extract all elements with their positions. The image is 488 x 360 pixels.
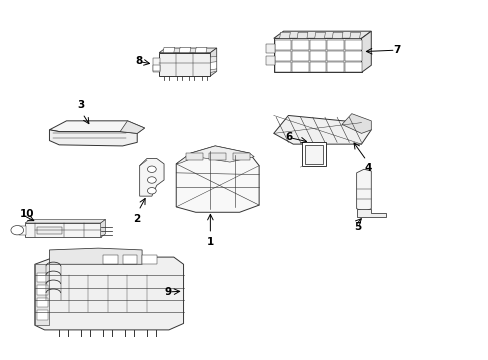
- Polygon shape: [292, 40, 308, 50]
- Polygon shape: [232, 153, 249, 160]
- Text: 7: 7: [392, 45, 400, 55]
- Polygon shape: [209, 153, 226, 160]
- Polygon shape: [37, 298, 47, 307]
- Polygon shape: [344, 40, 361, 50]
- Polygon shape: [331, 32, 342, 39]
- Polygon shape: [327, 62, 343, 72]
- Text: 2: 2: [133, 214, 140, 224]
- Text: 4: 4: [364, 163, 371, 174]
- Polygon shape: [25, 223, 101, 237]
- Polygon shape: [361, 31, 370, 72]
- Circle shape: [11, 226, 23, 235]
- Polygon shape: [292, 62, 308, 72]
- Polygon shape: [273, 116, 370, 144]
- Polygon shape: [314, 32, 325, 39]
- Polygon shape: [120, 121, 144, 134]
- Polygon shape: [35, 257, 183, 330]
- Polygon shape: [37, 226, 61, 234]
- Polygon shape: [19, 226, 26, 234]
- Polygon shape: [142, 255, 157, 264]
- Polygon shape: [153, 65, 160, 71]
- Polygon shape: [210, 62, 216, 70]
- Circle shape: [147, 166, 156, 172]
- Polygon shape: [210, 48, 216, 76]
- Polygon shape: [163, 47, 174, 53]
- Polygon shape: [341, 114, 370, 134]
- Polygon shape: [103, 255, 118, 264]
- Polygon shape: [153, 58, 160, 72]
- Polygon shape: [274, 51, 291, 61]
- Polygon shape: [305, 145, 322, 163]
- Polygon shape: [266, 44, 274, 53]
- Text: 10: 10: [20, 209, 35, 219]
- Polygon shape: [273, 31, 370, 39]
- Polygon shape: [309, 62, 326, 72]
- Polygon shape: [356, 209, 385, 217]
- Polygon shape: [140, 158, 163, 196]
- Polygon shape: [37, 310, 47, 320]
- Polygon shape: [309, 51, 326, 61]
- Polygon shape: [266, 56, 274, 65]
- Text: 8: 8: [135, 56, 142, 66]
- Polygon shape: [37, 273, 47, 282]
- Polygon shape: [210, 56, 216, 72]
- Polygon shape: [176, 146, 254, 164]
- Text: 5: 5: [353, 222, 361, 232]
- Polygon shape: [179, 47, 190, 53]
- Polygon shape: [356, 169, 370, 212]
- Polygon shape: [122, 255, 137, 264]
- Circle shape: [147, 188, 156, 194]
- Text: 6: 6: [285, 132, 292, 141]
- Polygon shape: [297, 32, 307, 39]
- Polygon shape: [185, 153, 203, 160]
- Polygon shape: [301, 142, 326, 166]
- Polygon shape: [159, 53, 210, 76]
- Polygon shape: [344, 51, 361, 61]
- Polygon shape: [195, 47, 206, 53]
- Polygon shape: [25, 220, 105, 223]
- Circle shape: [147, 177, 156, 183]
- Text: 3: 3: [77, 100, 84, 111]
- Polygon shape: [176, 146, 259, 212]
- Polygon shape: [292, 51, 308, 61]
- Polygon shape: [349, 32, 360, 39]
- Polygon shape: [49, 121, 144, 134]
- Polygon shape: [101, 220, 105, 237]
- Polygon shape: [273, 39, 361, 72]
- Text: 1: 1: [206, 237, 214, 247]
- Polygon shape: [274, 62, 291, 72]
- Polygon shape: [279, 32, 290, 39]
- Polygon shape: [327, 40, 343, 50]
- Polygon shape: [327, 51, 343, 61]
- Polygon shape: [49, 248, 142, 264]
- Polygon shape: [37, 285, 47, 295]
- Text: 9: 9: [163, 287, 171, 297]
- Polygon shape: [309, 40, 326, 50]
- Polygon shape: [35, 264, 49, 325]
- Polygon shape: [49, 130, 137, 146]
- Polygon shape: [274, 40, 291, 50]
- Polygon shape: [344, 62, 361, 72]
- Polygon shape: [159, 48, 216, 53]
